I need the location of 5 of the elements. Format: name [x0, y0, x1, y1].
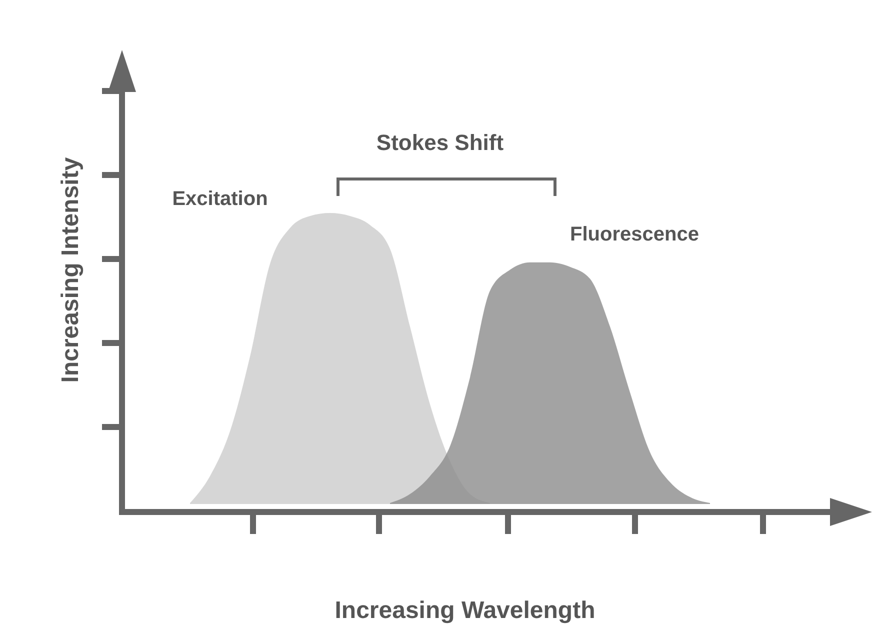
y-axis-title: Increasing Intensity — [57, 156, 84, 383]
text: Stokes Shift — [376, 130, 504, 155]
series-label: Excitation — [172, 188, 268, 210]
x-axis-title: Increasing Wavelength — [334, 597, 596, 624]
series-label: Fluorescence — [570, 223, 699, 246]
